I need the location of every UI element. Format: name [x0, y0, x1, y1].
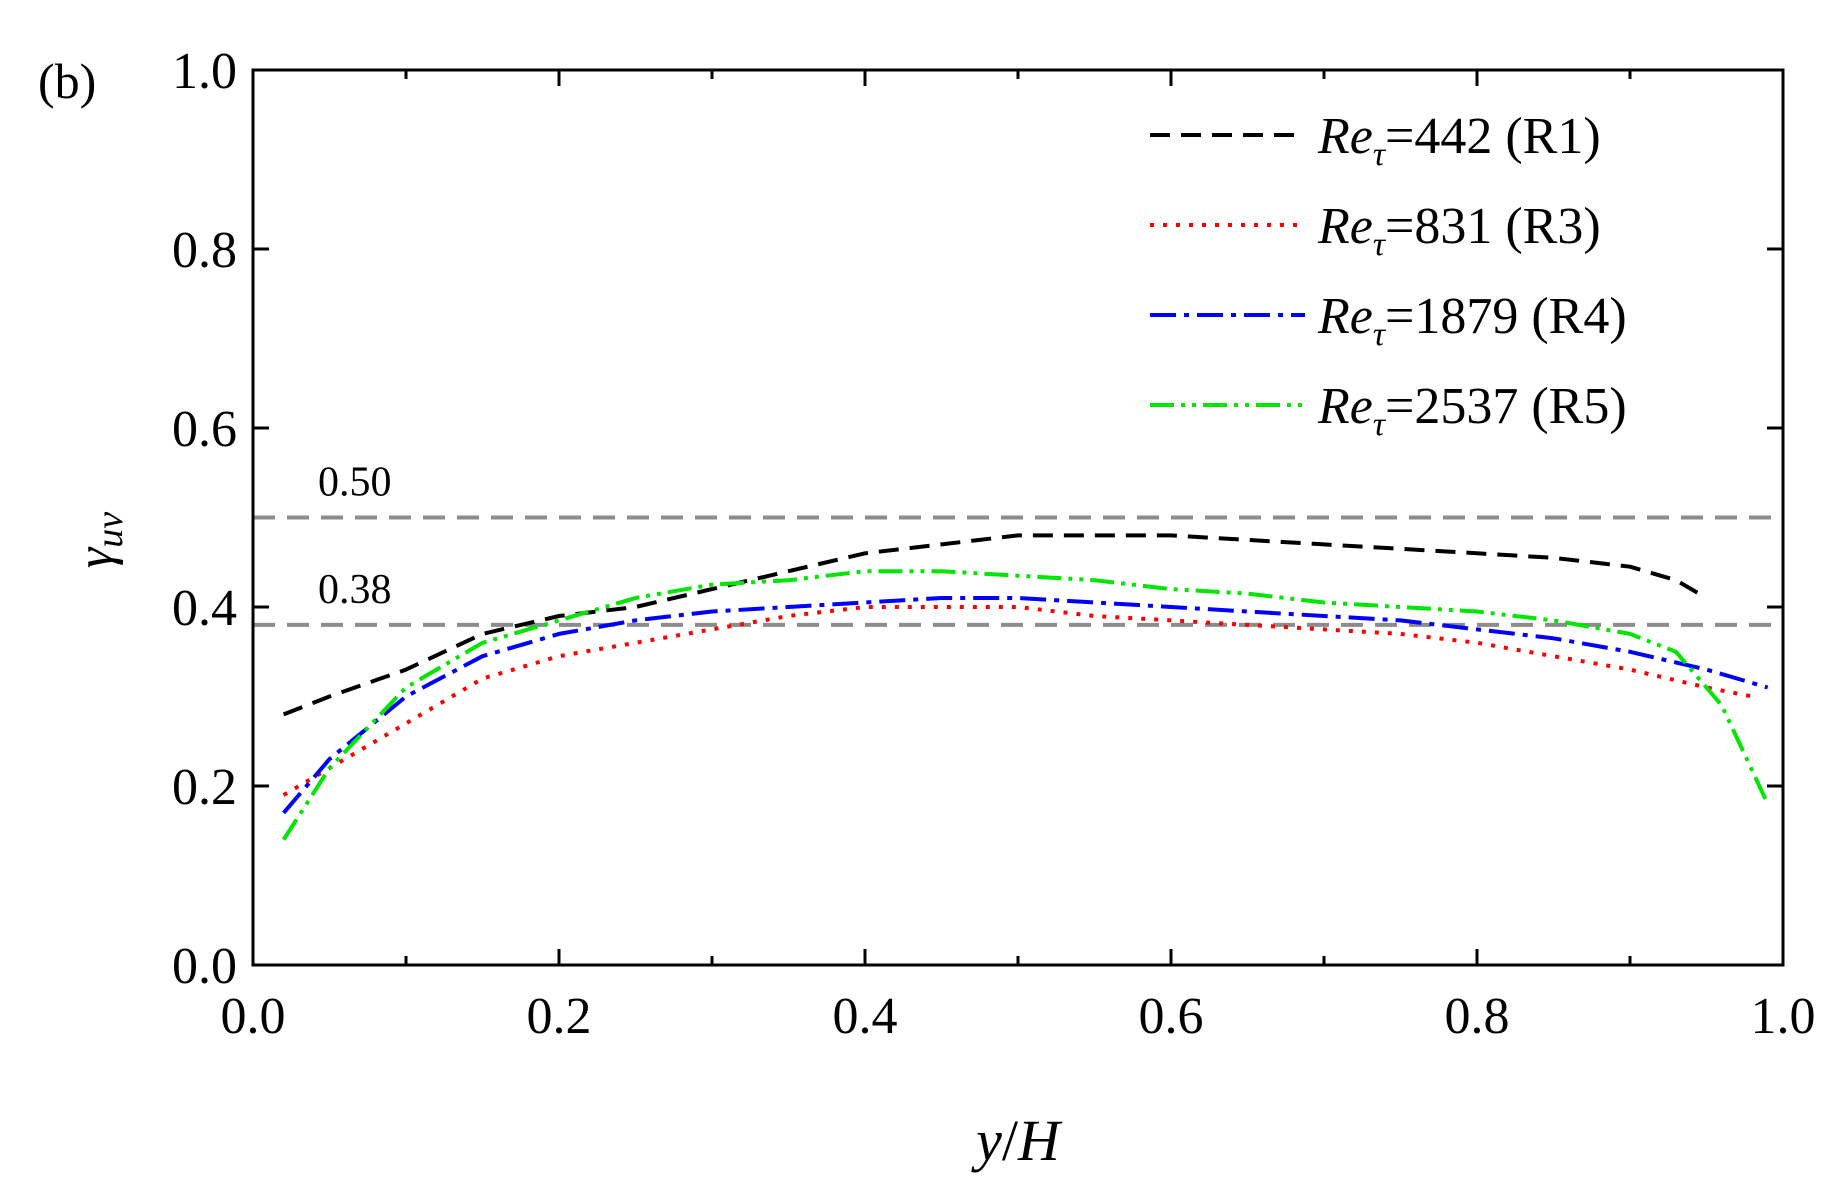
legend-label: Reτ=1879 (R4) [1317, 288, 1627, 353]
legend-label: Reτ=2537 (R5) [1317, 378, 1627, 443]
y-tick-label: 0.0 [172, 938, 237, 995]
reference-lines: 0.50 0.38 [253, 460, 1783, 627]
series-dash [282, 533, 1708, 717]
x-tick-label: 0.0 [221, 988, 286, 1045]
y-tick-label: 0.8 [172, 222, 237, 279]
x-tick-label: 0.6 [1139, 988, 1204, 1045]
reference-line-label: 0.50 [318, 460, 392, 506]
series-line [282, 596, 1769, 815]
legend-entry: Reτ=1879 (R4) [1150, 288, 1627, 353]
y-axis-label: γuv [67, 512, 131, 569]
x-tick-label: 0.2 [527, 988, 592, 1045]
plot-frame [251, 68, 1785, 967]
legend-entry: Reτ=2537 (R5) [1150, 378, 1627, 443]
legend-entry: Reτ=442 (R1) [1150, 108, 1601, 173]
legend-entry: Reτ=831 (R3) [1150, 198, 1601, 263]
series-line [281, 569, 1770, 841]
x-axis-label: y/H [971, 1108, 1063, 1173]
y-tick-label: 0.2 [172, 759, 237, 816]
legend: Reτ=442 (R1) Reτ=831 (R3) Reτ=1879 (R4) Reτ… [1150, 108, 1627, 443]
y-tick-label: 0.4 [172, 580, 237, 637]
y-tick-label: 1.0 [172, 43, 237, 100]
legend-label: Reτ=831 (R3) [1317, 198, 1601, 263]
x-tick-label: 0.4 [833, 988, 898, 1045]
reference-line-label: 0.38 [318, 567, 392, 613]
series-line [282, 533, 1708, 717]
x-tick-label: 1.0 [1751, 988, 1816, 1045]
y-tick-label: 0.6 [172, 401, 237, 458]
panel-label: (b) [38, 53, 96, 109]
series-layer [281, 533, 1770, 841]
series-dashdotdot [281, 569, 1770, 841]
series-dashdot [282, 596, 1769, 815]
legend-label: Reτ=442 (R1) [1317, 108, 1601, 173]
x-tick-label: 0.8 [1445, 988, 1510, 1045]
axis-ticks: 0.0 0.2 0.4 0.6 0.8 1.0 0.0 0.2 0.4 0.6 0.8 1.0 [172, 43, 1816, 1045]
